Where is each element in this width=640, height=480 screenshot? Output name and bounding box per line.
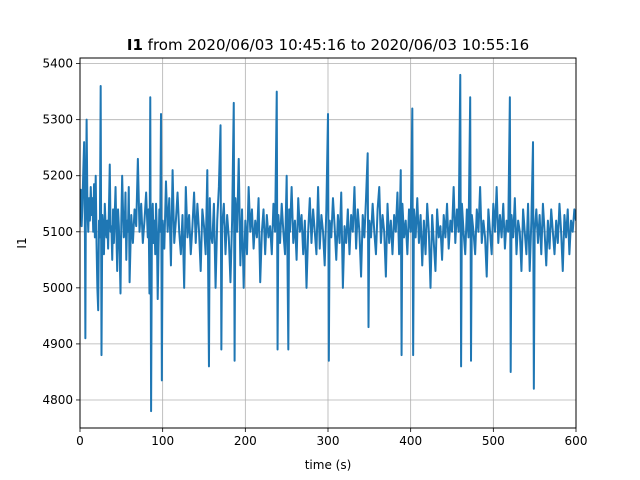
y-tick-label: 4900 (42, 337, 73, 351)
y-tick-label: 5000 (42, 281, 73, 295)
y-tick-label: 5300 (42, 113, 73, 127)
y-axis-label: I1 (15, 237, 29, 248)
x-tick-label: 600 (565, 434, 588, 448)
chart-title: I1 from 2020/06/03 10:45:16 to 2020/06/0… (127, 36, 529, 54)
x-tick-label: 500 (482, 434, 505, 448)
chart-title-series: I1 (127, 36, 143, 54)
x-tick-label: 200 (234, 434, 257, 448)
x-tick-label: 400 (399, 434, 422, 448)
y-tick-label: 4800 (42, 393, 73, 407)
plot-area (80, 73, 576, 413)
x-tick-label: 0 (76, 434, 84, 448)
y-axis: 4800 4900 5000 5100 5200 5300 5400 (42, 57, 80, 407)
chart-title-range: from 2020/06/03 10:45:16 to 2020/06/03 1… (143, 36, 529, 54)
series-line-i1 (80, 73, 576, 413)
y-tick-label: 5100 (42, 225, 73, 239)
x-tick-label: 100 (151, 434, 174, 448)
x-axis-label: time (s) (305, 458, 352, 472)
y-tick-label: 5400 (42, 57, 73, 71)
x-axis: 0 100 200 300 400 500 600 (76, 428, 587, 448)
y-tick-label: 5200 (42, 169, 73, 183)
x-tick-label: 300 (317, 434, 340, 448)
